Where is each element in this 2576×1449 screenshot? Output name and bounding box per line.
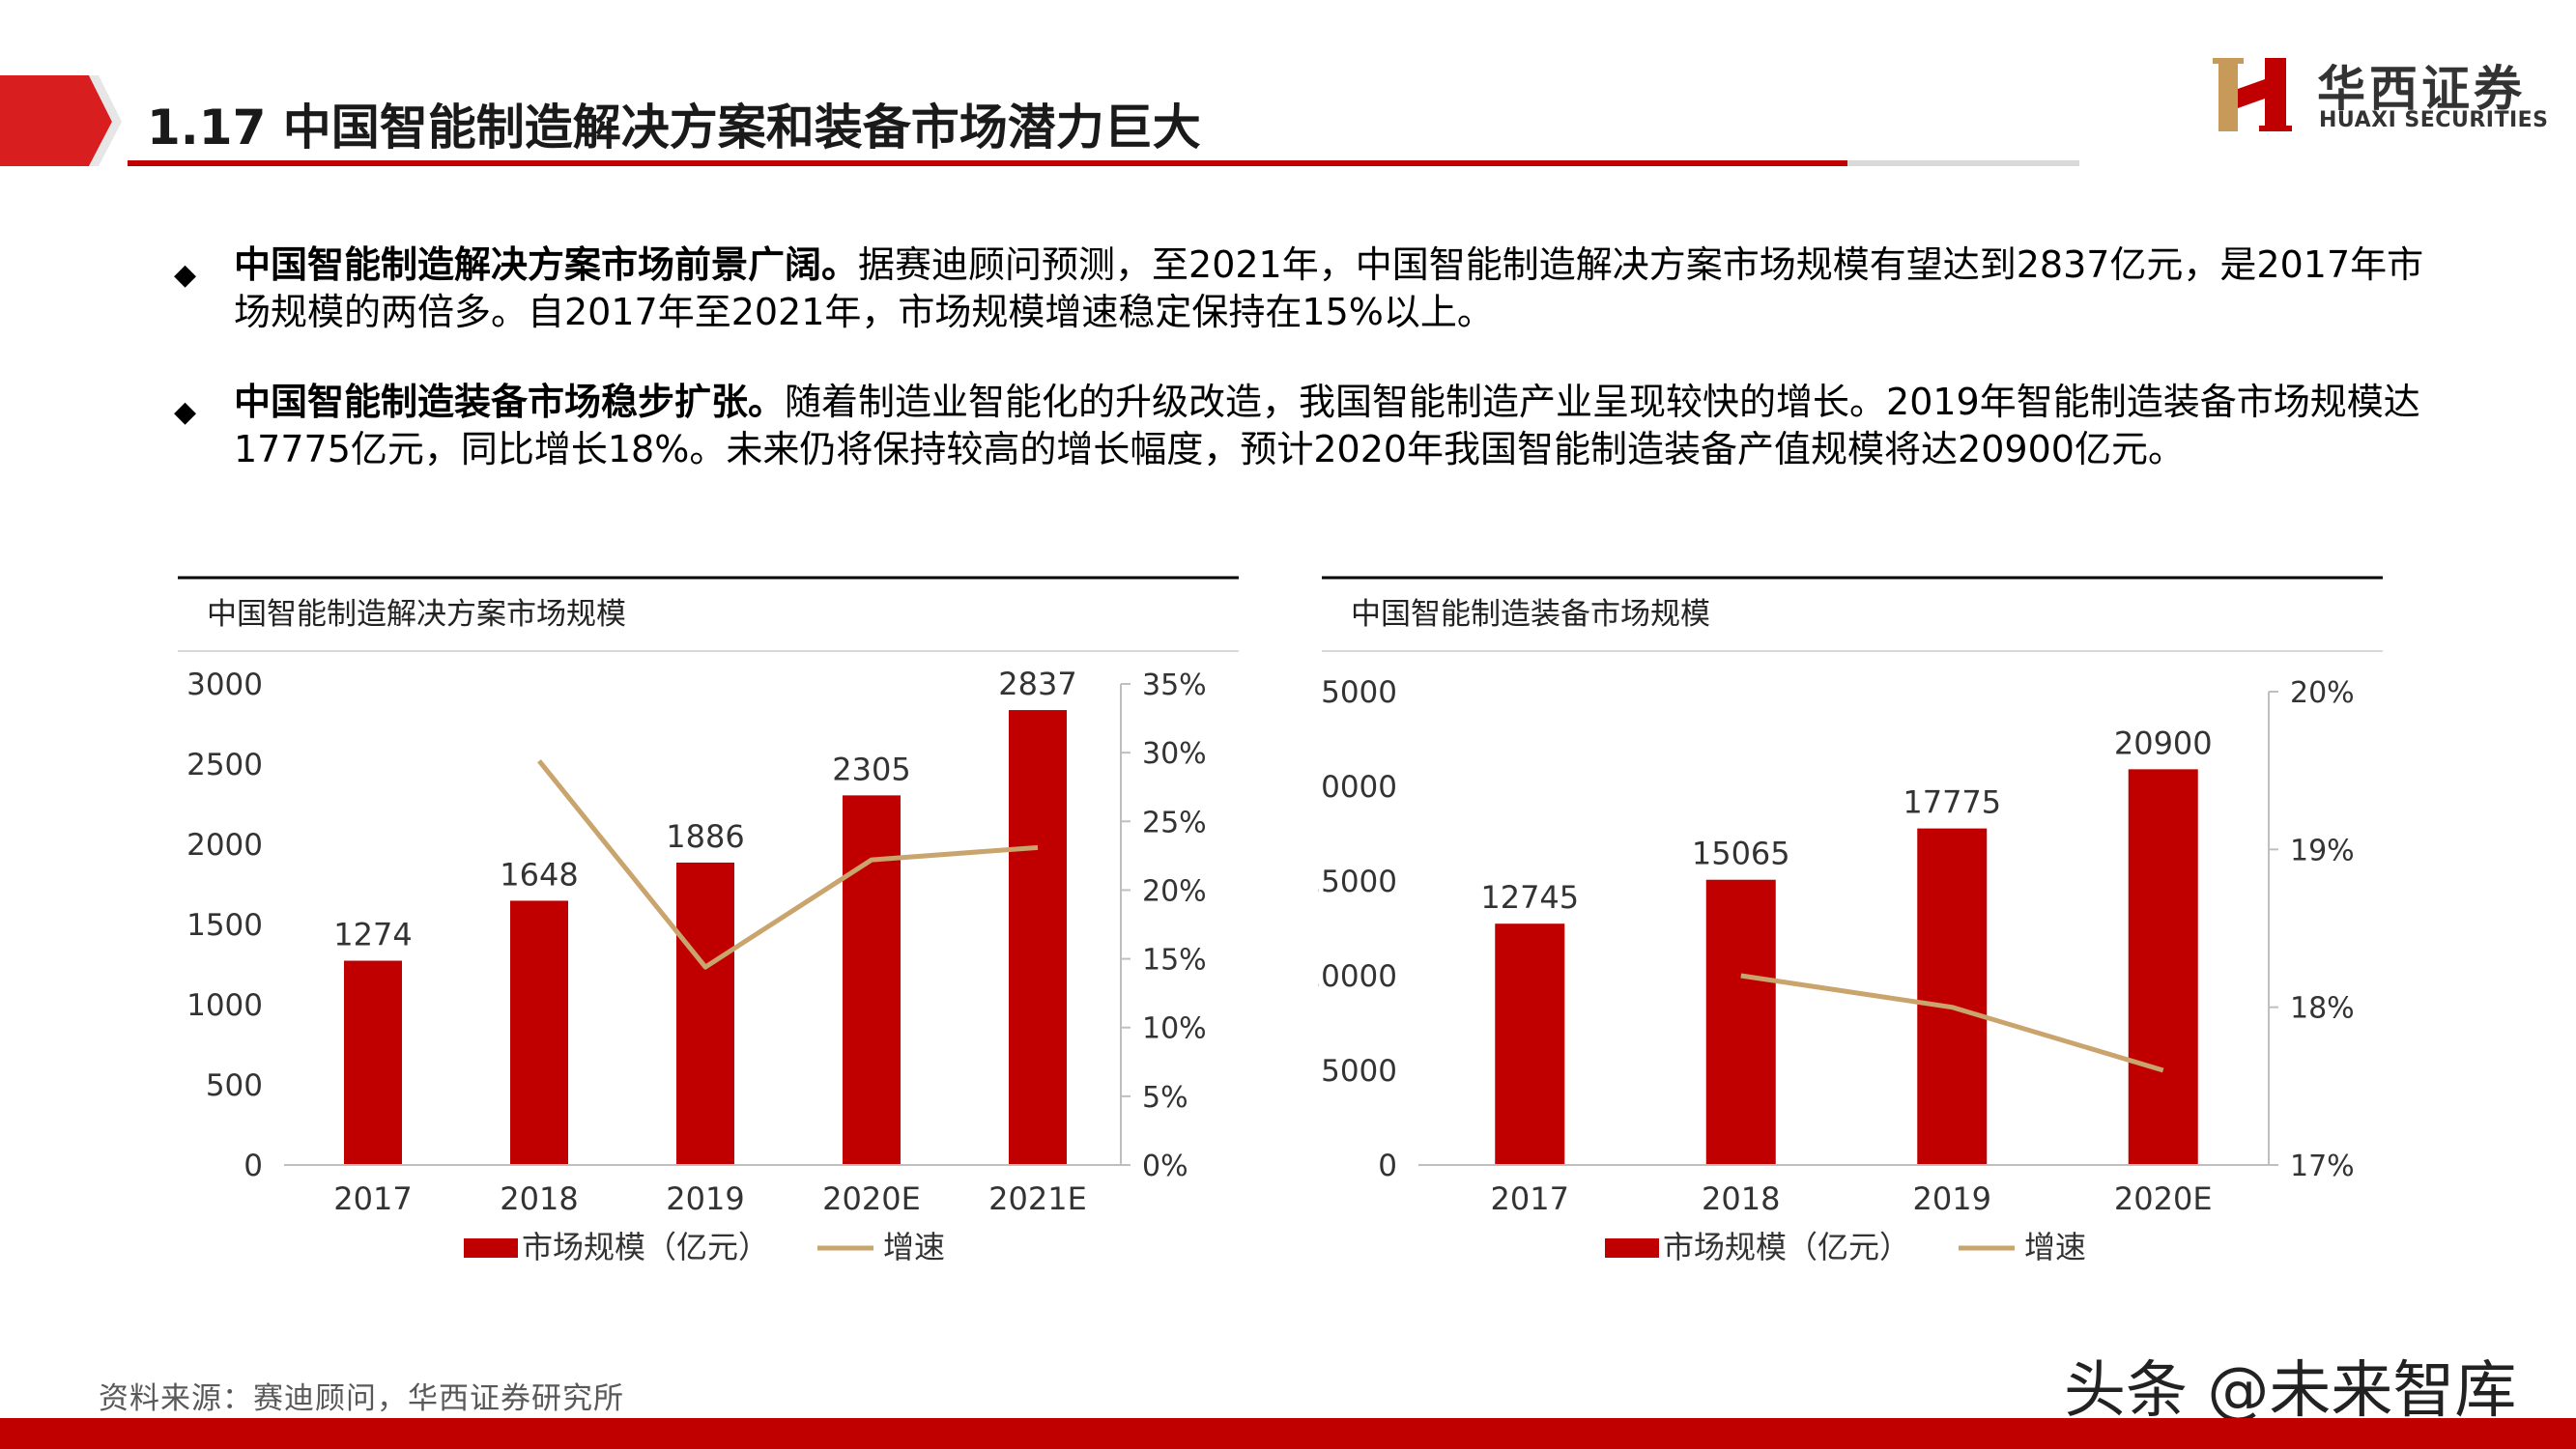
- y-left-tick-label: 1500: [186, 908, 263, 943]
- y-right-tick-label: 30%: [1142, 737, 1207, 771]
- y-left-tick-label: 20000: [1318, 770, 1397, 805]
- bullet-2: ◆ 中国智能制造装备市场稳步扩张。随着制造业智能化的升级改造，我国智能制造产业呈…: [174, 379, 2425, 473]
- legend-line-label: 增速: [883, 1229, 945, 1265]
- y-left-tick-label: 0: [1378, 1149, 1397, 1183]
- legend-bar-label: 市场规模（亿元）: [1663, 1229, 1910, 1265]
- huaxi-logo-icon: [2213, 58, 2292, 131]
- growth-line: [537, 759, 1039, 970]
- bar-data-label: 17775: [1903, 784, 2001, 821]
- logo-name-en: HUAXI SECURITIES: [2319, 108, 2549, 132]
- chart-title: 中国智能制造装备市场规模: [1351, 597, 1710, 632]
- bar: [510, 900, 568, 1165]
- y-left-tick-label: 10000: [1318, 959, 1397, 994]
- x-tick-label: 2020E: [2114, 1180, 2213, 1217]
- diamond-bullet-icon: ◆: [174, 258, 197, 292]
- bullet-1-bold: 中国智能制造解决方案市场前景广阔。: [234, 243, 859, 286]
- bullet-1-text: 中国智能制造解决方案市场前景广阔。据赛迪顾问预测，至2021年，中国智能制造解决…: [234, 242, 2425, 336]
- y-left-tick-label: 2500: [186, 748, 263, 782]
- x-tick-label: 2018: [500, 1180, 578, 1217]
- y-left-tick-label: 2000: [186, 828, 263, 863]
- x-tick-label: 2017: [1491, 1180, 1569, 1217]
- legend-bar-swatch: [464, 1238, 518, 1258]
- bar-data-label: 2305: [832, 751, 910, 787]
- bar-data-label: 2837: [998, 666, 1076, 702]
- y-right-tick-label: 0%: [1142, 1150, 1188, 1183]
- bar: [1917, 828, 1988, 1165]
- y-right-tick-label: 25%: [1142, 806, 1207, 839]
- bottom-bar: [0, 1418, 2576, 1449]
- bar: [676, 862, 734, 1165]
- header-arrow-red: [0, 75, 112, 166]
- logo-name-cn: 华西证券: [2317, 60, 2526, 117]
- y-right-tick-label: 15%: [1142, 944, 1207, 978]
- y-right-tick-label: 35%: [1142, 668, 1207, 702]
- y-left-tick-label: 5000: [1321, 1054, 1397, 1089]
- y-right-tick-label: 5%: [1142, 1081, 1188, 1115]
- y-right-tick-label: 18%: [2290, 992, 2355, 1026]
- bar: [2128, 769, 2198, 1165]
- y-right-tick-label: 10%: [1142, 1012, 1207, 1046]
- source-note: 资料来源：赛迪顾问，华西证券研究所: [99, 1381, 624, 1416]
- header-arrow-grey: [89, 75, 122, 166]
- y-right-tick-label: 19%: [2290, 834, 2355, 867]
- bar: [1705, 879, 1776, 1165]
- bar: [344, 960, 402, 1165]
- page-title: 1.17 中国智能制造解决方案和装备市场潜力巨大: [147, 99, 1201, 156]
- bar-data-label: 1648: [500, 856, 578, 893]
- y-left-tick-label: 15000: [1318, 865, 1397, 899]
- bar-data-label: 1886: [666, 818, 744, 855]
- bullet-1-body: 据赛迪顾问预测，至2021年，中国智能制造解决方案市场规模有望达到2837亿元，…: [234, 243, 2424, 333]
- chart-solutions-market: 中国智能制造解决方案市场规模 0 500 1000 1500 2000 2500 3000 0%…: [174, 570, 1241, 1304]
- chart-equipment-market: 中国智能制造装备市场规模 0 5000 10000 15000 20000 25000 17%…: [1318, 570, 2385, 1304]
- title-underline-red: [128, 160, 1847, 166]
- diamond-bullet-icon: ◆: [174, 395, 197, 429]
- y-left-tick-label: 3000: [186, 668, 263, 702]
- bar-data-label: 15065: [1692, 836, 1790, 872]
- y-left-tick-label: 500: [206, 1068, 263, 1103]
- chart-svg: 中国智能制造装备市场规模 0 5000 10000 15000 20000 25000 17%…: [1318, 576, 2383, 1265]
- y-right-tick-label: 20%: [1142, 874, 1207, 908]
- bullet-2-text: 中国智能制造装备市场稳步扩张。随着制造业智能化的升级改造，我国智能制造产业呈现较…: [234, 379, 2425, 473]
- y-left-tick-label: 25000: [1318, 675, 1397, 710]
- y-left-tick-label: 0: [243, 1149, 263, 1183]
- x-tick-label: 2018: [1702, 1180, 1780, 1217]
- y-right-tick-label: 17%: [2290, 1150, 2355, 1183]
- watermark: 头条 @未来智库: [2064, 1355, 2517, 1427]
- legend-bar-swatch: [1605, 1238, 1659, 1258]
- x-tick-label: 2020E: [822, 1180, 921, 1217]
- bar-data-label: 12745: [1480, 879, 1579, 916]
- bar-data-label: 20900: [2114, 724, 2213, 761]
- bar: [1495, 923, 1565, 1165]
- x-tick-label: 2017: [333, 1180, 412, 1217]
- legend-line-label: 增速: [2024, 1229, 2086, 1265]
- bar: [1009, 710, 1067, 1165]
- legend-bar-label: 市场规模（亿元）: [522, 1229, 769, 1265]
- y-right-tick-label: 20%: [2290, 676, 2355, 710]
- bar-data-label: 1274: [333, 917, 412, 953]
- bullet-2-bold: 中国智能制造装备市场稳步扩张。: [234, 381, 786, 423]
- chart-title: 中国智能制造解决方案市场规模: [207, 597, 626, 632]
- x-tick-label: 2019: [666, 1180, 744, 1217]
- y-left-tick-label: 1000: [186, 988, 263, 1023]
- bullet-1: ◆ 中国智能制造解决方案市场前景广阔。据赛迪顾问预测，至2021年，中国智能制造…: [174, 242, 2425, 336]
- bullet-2-body: 随着制造业智能化的升级改造，我国智能制造产业呈现较快的增长。2019年智能制造装…: [234, 381, 2420, 470]
- header-arrow-banner: [0, 75, 122, 166]
- bar: [843, 795, 901, 1165]
- x-tick-label: 2021E: [988, 1180, 1087, 1217]
- x-tick-label: 2019: [1913, 1180, 1991, 1217]
- chart-svg: 中国智能制造解决方案市场规模 0 500 1000 1500 2000 2500 3000 0%…: [178, 576, 1239, 1265]
